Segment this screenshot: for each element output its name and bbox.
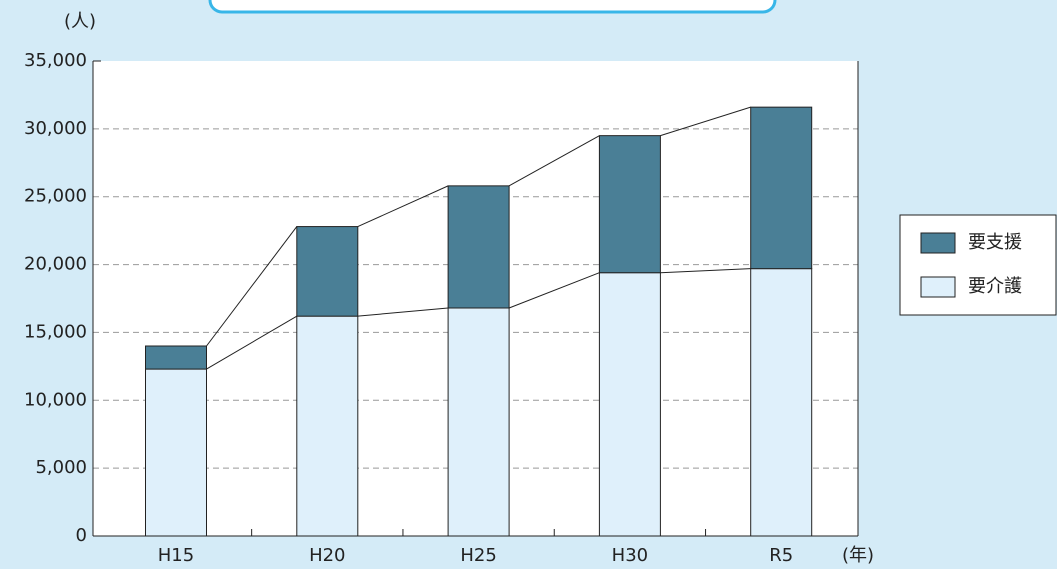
title-box (208, 0, 777, 14)
x-tick-label: H15 (158, 545, 194, 566)
legend-label: 要支援 (968, 232, 1022, 253)
bar-segment (296, 226, 359, 317)
connector (508, 272, 600, 309)
bar-segment (598, 135, 661, 274)
connector (357, 307, 449, 317)
bar-segment (145, 345, 207, 370)
bar-segment (750, 268, 813, 537)
connector (508, 135, 600, 187)
legend (899, 214, 1057, 316)
connector (660, 106, 751, 137)
bar-segment (750, 106, 813, 270)
legend-swatch (920, 276, 956, 298)
x-tick-label: H25 (460, 545, 496, 566)
legend-label: 要介護 (968, 276, 1022, 297)
x-tick-label: H20 (309, 545, 345, 566)
y-tick-label: 35,000 (24, 50, 87, 71)
y-unit: (人) (64, 11, 96, 32)
connector (660, 268, 751, 274)
legend-swatch (920, 232, 956, 254)
x-tick-label: R5 (769, 545, 793, 566)
y-tick-label: 20,000 (24, 254, 87, 275)
y-tick-label: 5,000 (35, 457, 87, 478)
y-tick-label: 10,000 (24, 389, 87, 410)
y-tick-label: 30,000 (24, 118, 87, 139)
connector (206, 226, 298, 347)
bar-segment (598, 272, 661, 537)
x-unit: (年) (842, 545, 874, 566)
x-tick-label: H30 (612, 545, 648, 566)
connector (357, 185, 449, 228)
connector (206, 315, 298, 370)
y-tick-label: 0 (76, 525, 87, 546)
bar-segment (447, 185, 510, 309)
bar-segment (447, 307, 510, 537)
y-tick-label: 25,000 (24, 186, 87, 207)
bar-segment (296, 315, 359, 537)
y-tick-label: 15,000 (24, 321, 87, 342)
bar-segment (145, 368, 207, 537)
